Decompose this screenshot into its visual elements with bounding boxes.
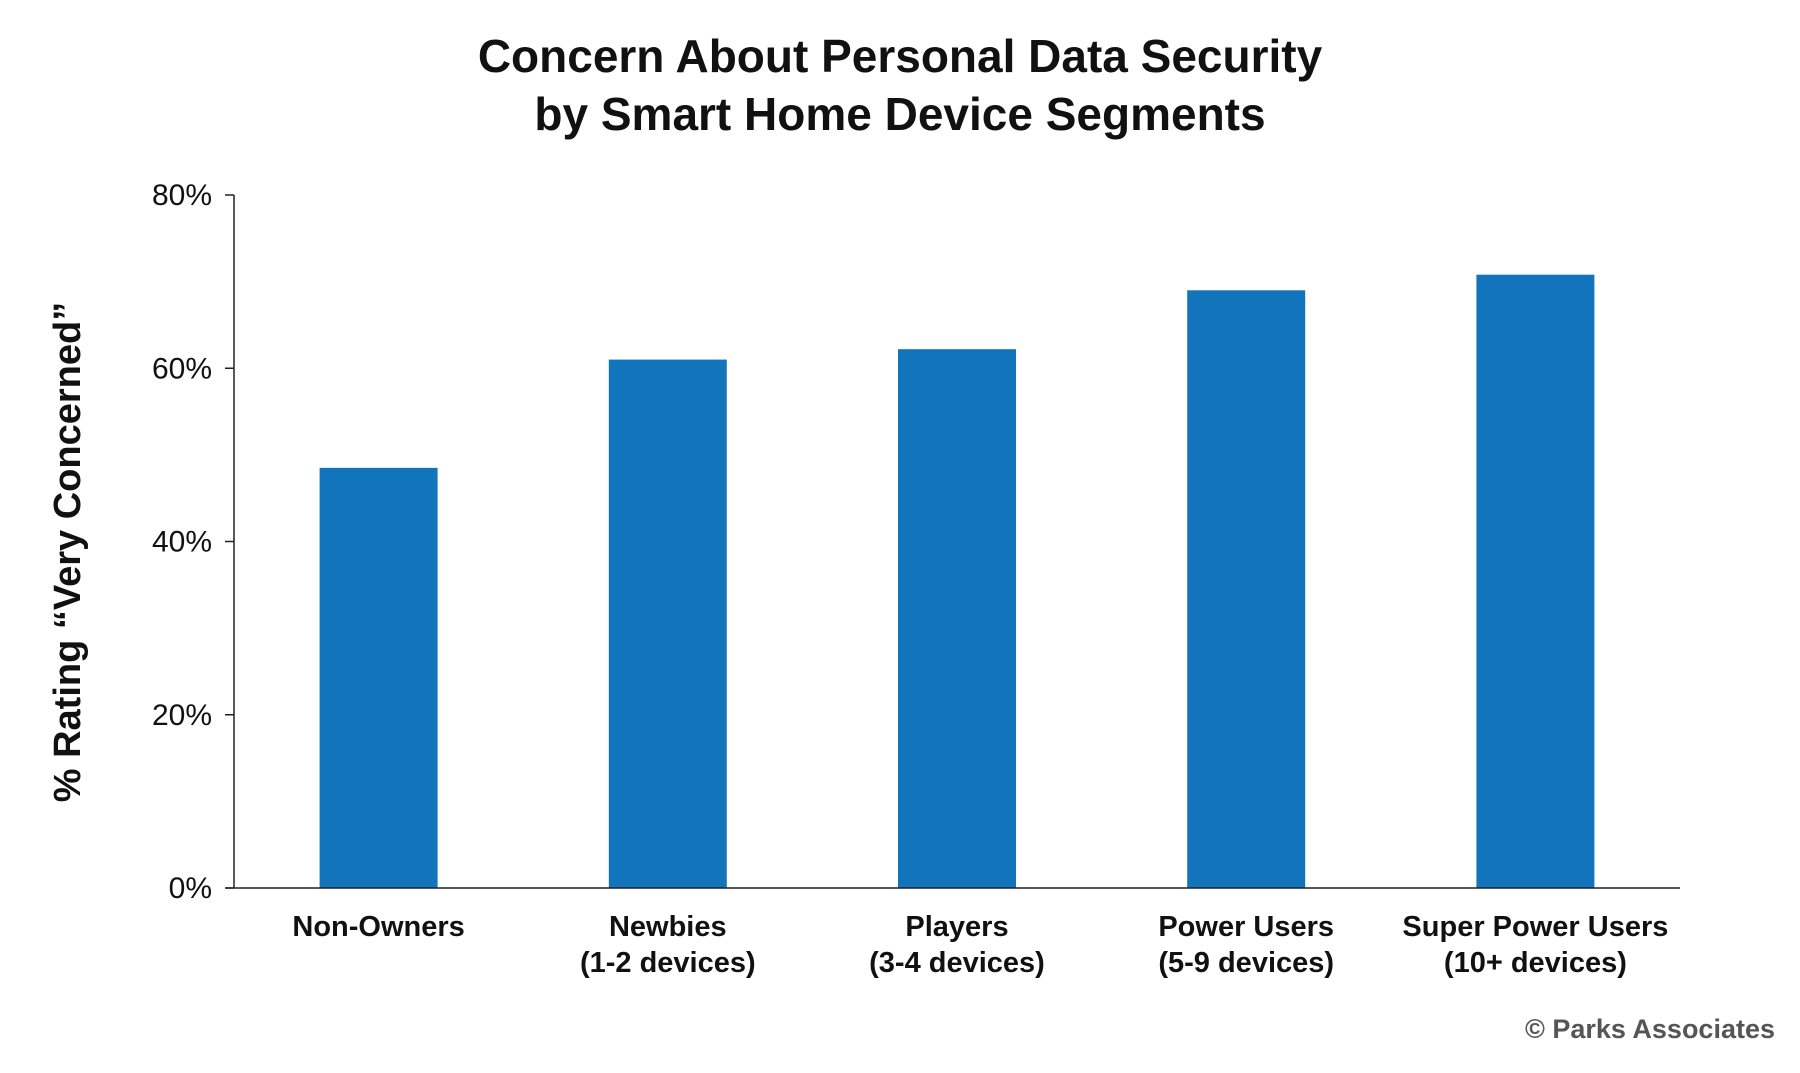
x-category-label: Players: [905, 911, 1008, 943]
chart-title: Concern About Personal Data Security by S…: [478, 30, 1323, 140]
bar: [608, 359, 727, 888]
chart-title-line: Concern About Personal Data Security: [478, 30, 1323, 82]
y-axis-ticks: 0% 20% 40% 60% 80%: [152, 179, 234, 905]
x-category-label: (1-2 devices): [580, 947, 756, 979]
x-category-label: (10+ devices): [1444, 947, 1627, 979]
x-category-label: Newbies: [609, 911, 727, 943]
y-tick-label: 60%: [152, 352, 212, 385]
x-category-label: Non-Owners: [292, 911, 464, 943]
y-tick-label: 40%: [152, 526, 212, 559]
y-tick-label: 80%: [152, 179, 212, 212]
y-tick-label: 20%: [152, 699, 212, 732]
bar: [898, 349, 1016, 888]
y-tick-label: 0%: [169, 872, 212, 905]
y-axis-label: % Rating “Very Concerned”: [47, 302, 89, 802]
bar: [1476, 274, 1595, 888]
x-category-label: Super Power Users: [1402, 911, 1668, 943]
x-category-label: (5-9 devices): [1158, 947, 1334, 979]
bars: [319, 274, 1595, 889]
x-category-label: (3-4 devices): [869, 947, 1045, 979]
bar: [319, 467, 438, 888]
x-axis-labels: Non-Owners Newbies (1-2 devices) Players (3-…: [292, 911, 1668, 979]
x-category-label: Power Users: [1158, 911, 1334, 943]
bar: [1187, 290, 1306, 889]
copyright-credit: © Parks Associates: [1525, 1014, 1775, 1044]
chart-title-line: by Smart Home Device Segments: [534, 88, 1265, 140]
